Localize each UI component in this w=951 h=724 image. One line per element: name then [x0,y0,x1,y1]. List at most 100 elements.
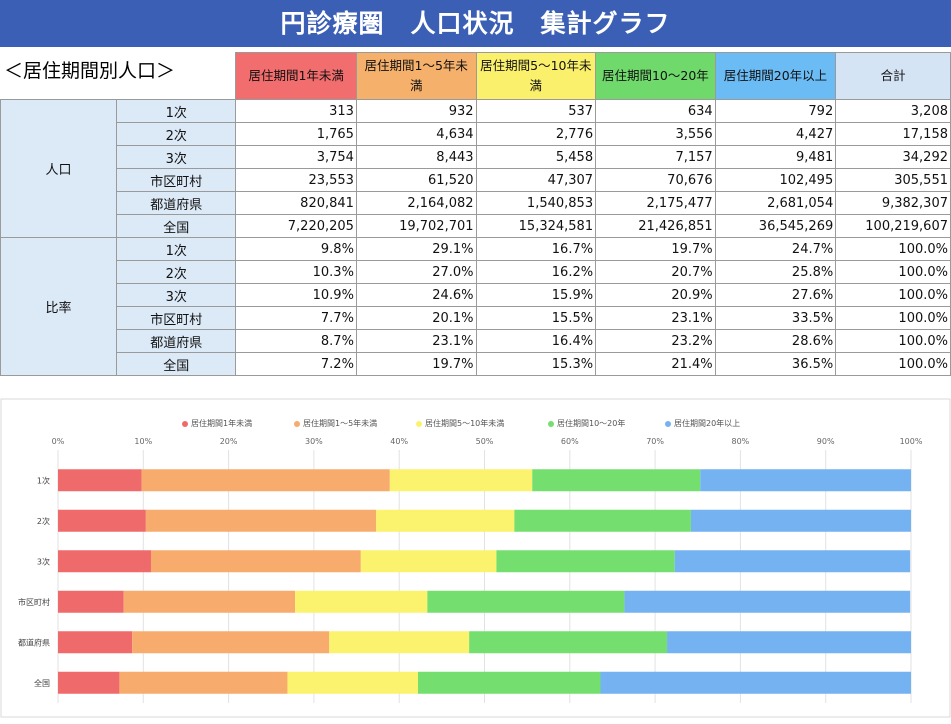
table-cell: 24.6% [355,283,477,307]
table-cell: 19,702,701 [355,214,477,238]
y-category-label: 全国 [34,678,50,688]
table-cell: 2,681,054 [714,191,837,215]
table-cell: 47,307 [475,168,597,192]
bar-segment [145,509,377,532]
column-header: 居住期間10～20年 [595,52,716,100]
table-row: 市区町村 23,553 61,520 47,307 70,676 102,495 305,5… [1,168,951,192]
row-label: 都道府県 [116,191,237,215]
table-cell: 21,426,851 [595,214,716,238]
legend-swatch [294,420,300,427]
row-label: 市区町村 [116,306,237,330]
chart-legend: 居住期間1年未満 居住期間1～5年未満 居住期間5～10年未満 居住期間10～20年 居… [0,418,951,434]
table-cell: 25.8% [714,260,837,284]
row-label: 1次 [116,237,237,261]
row-label: 1次 [116,99,237,123]
table-cell: 28.6% [714,329,837,353]
table-cell: 2,175,477 [595,191,716,215]
bar-segment [427,590,625,613]
table-cell: 820,841 [235,191,357,215]
table-header-row: 居住期間1年未満 居住期間1～5年未満 居住期間5～10年未満 居住期間10～20年居… [0,52,951,100]
table-row: 3次 10.9% 24.6% 15.9% 20.9% 27.6% 100.0% [1,283,951,307]
table-row: 全国 7,220,205 19,702,701 15,324,581 21,426,85… [1,214,951,238]
bar-segment [58,469,142,492]
x-tick-label: 30% [305,437,323,446]
table-cell: 33.5% [714,306,837,330]
bar-segment [496,550,675,573]
bar-segment [141,469,390,492]
table-cell: 792 [714,99,837,123]
row-label: 市区町村 [116,168,237,192]
row-group-label: 人口 [0,99,118,238]
table-cell: 20.1% [355,306,477,330]
table-cell: 3,754 [235,145,357,169]
bar-segment [287,671,418,694]
table-row: 市区町村 7.7% 20.1% 15.5% 23.1% 33.5% 100.0% [1,306,951,330]
table-cell: 5,458 [475,145,597,169]
column-header: 合計 [835,52,951,100]
table-cell: 100.0% [835,260,951,284]
y-category-label: 3次 [37,556,50,566]
bar-segment [132,631,330,654]
bar-segment [360,550,497,573]
table-cell: 1,765 [235,122,357,146]
table-cell: 1,540,853 [475,191,597,215]
bar-segment [700,469,911,492]
legend-item: 居住期間1～5年未満 [294,418,377,429]
subtitle-cell [0,52,236,100]
bar-segment [123,590,296,613]
bar-segment [600,671,911,694]
table-row: 全国 7.2% 19.7% 15.3% 21.4% 36.5% 100.0% [1,352,951,376]
legend-swatch [416,420,422,427]
row-label: 2次 [116,122,237,146]
table-cell: 8.7% [235,329,357,353]
table-cell: 10.9% [235,283,357,307]
bar-segment [58,631,133,654]
table-cell: 537 [475,99,597,123]
legend-label: 居住期間20年以上 [674,419,741,428]
table-cell: 3,556 [595,122,716,146]
table-cell: 102,495 [714,168,837,192]
row-label: 全国 [116,352,237,376]
table-cell: 19.7% [595,237,716,261]
table-cell: 3,208 [835,99,951,123]
table-cell: 9,382,307 [835,191,951,215]
row-label: 都道府県 [116,329,237,353]
x-tick-label: 40% [390,437,408,446]
bar-segment [667,631,911,654]
x-tick-label: 70% [646,437,664,446]
bar-segment [329,631,470,654]
y-category-label: 市区町村 [18,597,50,607]
legend-label: 居住期間10～20年 [557,419,626,428]
bar-segment [624,590,911,613]
legend-label: 居住期間5～10年未満 [425,419,505,428]
table-row: 3次 3,754 8,443 5,458 7,157 9,481 34,292 [1,145,951,169]
table-cell: 100.0% [835,352,951,376]
table-cell: 100.0% [835,237,951,261]
table-cell: 70,676 [595,168,716,192]
table-cell: 7.7% [235,306,357,330]
bar-segment [674,550,911,573]
x-tick-label: 100% [900,437,923,446]
table-cell: 21.4% [595,352,716,376]
column-header: 居住期間1～5年未満 [355,52,477,100]
x-tick-label: 90% [817,437,835,446]
x-tick-label: 50% [476,437,494,446]
table-cell: 23.1% [355,329,477,353]
row-label: 全国 [116,214,237,238]
table-cell: 15.9% [475,283,597,307]
x-tick-label: 80% [732,437,750,446]
table-cell: 7.2% [235,352,357,376]
data-table: 居住期間1年未満 居住期間1～5年未満 居住期間5～10年未満 居住期間10～20年居… [0,52,951,376]
legend-label: 居住期間1年未満 [191,419,253,428]
table-cell: 4,634 [355,122,477,146]
table-row: 人口 1次 313 932 537 634 792 3,208 [0,99,951,238]
legend-label: 居住期間1～5年未満 [303,419,378,428]
bar-segment [58,671,120,694]
legend-swatch [548,420,554,427]
legend-swatch [665,420,671,427]
table-cell: 4,427 [714,122,837,146]
table-cell: 100.0% [835,306,951,330]
table-cell: 20.7% [595,260,716,284]
table-cell: 23,553 [235,168,357,192]
table-cell: 8,443 [355,145,477,169]
